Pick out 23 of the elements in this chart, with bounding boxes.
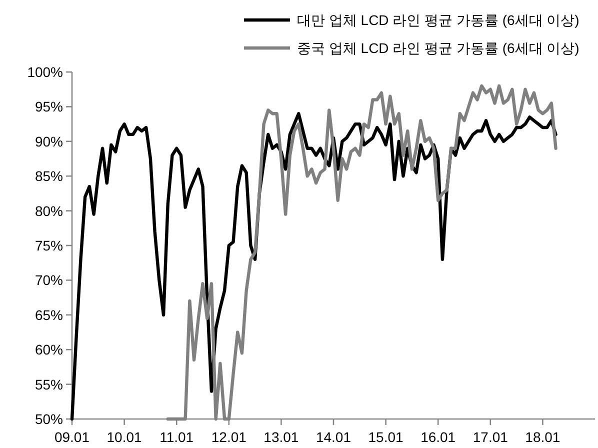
x-tick-label: 12.01 xyxy=(211,429,247,445)
legend-label: 대만 업체 LCD 라인 평균 가동률 (6세대 이상) xyxy=(297,12,580,28)
x-tick-label: 18.01 xyxy=(525,429,560,445)
legend-label: 중국 업체 LCD 라인 평균 가동률 (6세대 이상) xyxy=(297,40,580,56)
y-tick-label: 60% xyxy=(34,342,63,358)
x-tick-label: 17.01 xyxy=(472,429,508,445)
y-tick-label: 95% xyxy=(34,98,63,115)
x-tick-label: 10.01 xyxy=(106,429,142,445)
x-tick-label: 14.01 xyxy=(316,429,352,445)
y-tick-label: 65% xyxy=(34,306,63,323)
y-tick-label: 70% xyxy=(34,272,63,288)
x-tick-label: 15.01 xyxy=(368,429,404,445)
y-tick-label: 50% xyxy=(34,411,63,427)
y-tick-label: 75% xyxy=(34,238,63,254)
x-tick-label: 11.01 xyxy=(160,429,194,445)
x-tick-label: 13.01 xyxy=(264,429,299,445)
y-tick-label: 90% xyxy=(34,133,63,150)
y-tick-label: 100% xyxy=(27,64,63,80)
y-tick-label: 80% xyxy=(34,202,63,219)
x-tick-label: 09.01 xyxy=(54,429,90,445)
x-tick-label: 16.01 xyxy=(420,429,456,445)
y-tick-label: 55% xyxy=(34,376,63,392)
y-tick-label: 85% xyxy=(34,168,63,184)
